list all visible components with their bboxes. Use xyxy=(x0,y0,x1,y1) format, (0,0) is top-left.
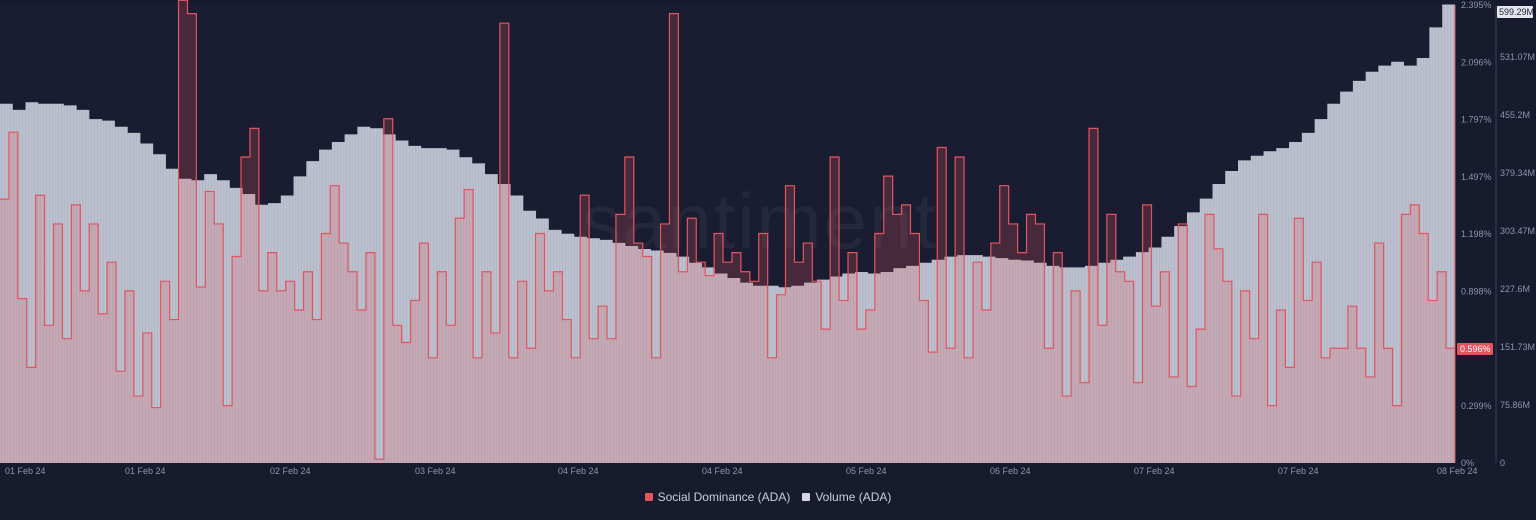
x-tick-label: 08 Feb 24 xyxy=(1437,466,1478,476)
x-tick-label: 07 Feb 24 xyxy=(1134,466,1175,476)
y-tick-label-volume: 531.07M xyxy=(1500,52,1535,62)
y-axis-volume: 0 75.86M 151.73M 227.6M 303.47M 379.34M 455.2M… xyxy=(1495,5,1535,468)
y-tick-label-volume: 151.73M xyxy=(1500,342,1535,352)
social-dominance-current-badge xyxy=(1457,343,1493,356)
legend-label-social-dominance: Social Dominance (ADA) xyxy=(657,490,791,504)
volume-current-label: 599.29M xyxy=(1499,7,1534,17)
social-dominance-current-label: 0.596% xyxy=(1460,344,1491,354)
social-dominance-series xyxy=(0,0,1455,463)
social-dominance-area xyxy=(0,0,1455,463)
y-tick-label-social-dominance: 1.198% xyxy=(1461,229,1492,239)
x-tick-label: 07 Feb 24 xyxy=(1278,466,1319,476)
x-tick-label: 05 Feb 24 xyxy=(846,466,887,476)
y-tick-label-volume: 75.86M xyxy=(1500,400,1530,410)
x-tick-label: 01 Feb 24 xyxy=(125,466,166,476)
volume-series xyxy=(0,4,1455,464)
y-tick-label-social-dominance: 1.797% xyxy=(1461,115,1492,125)
x-axis: 01 Feb 24 01 Feb 24 02 Feb 24 03 Feb 24 04 F… xyxy=(5,466,1478,476)
social-dominance-swatch xyxy=(644,493,653,501)
legend-label-volume: Volume (ADA) xyxy=(815,490,892,504)
x-tick-label: 06 Feb 24 xyxy=(990,466,1031,476)
y-tick-label-volume: 379.34M xyxy=(1500,168,1535,178)
y-tick-label-social-dominance: 2.395% xyxy=(1461,0,1492,10)
legend-item-social-dominance[interactable]: Social Dominance (ADA) xyxy=(644,490,791,504)
legend: Social Dominance (ADA) Volume (ADA) xyxy=(0,490,1536,504)
volume-swatch xyxy=(802,493,811,501)
legend-item-volume[interactable]: Volume (ADA) xyxy=(802,490,891,504)
y-tick-label-social-dominance: 0.299% xyxy=(1461,401,1492,411)
y-tick-label-social-dominance: 2.096% xyxy=(1461,57,1492,67)
x-tick-label: 03 Feb 24 xyxy=(415,466,456,476)
x-tick-label: 02 Feb 24 xyxy=(270,466,311,476)
y-tick-label-volume: 0 xyxy=(1500,458,1505,468)
x-tick-label: 04 Feb 24 xyxy=(702,466,743,476)
volume-area xyxy=(0,4,1455,464)
y-tick-label-social-dominance: 0.898% xyxy=(1461,286,1492,296)
y-tick-label-social-dominance: 1.497% xyxy=(1461,172,1492,182)
y-tick-label-volume: 455.2M xyxy=(1500,110,1530,120)
y-tick-label-social-dominance: 0% xyxy=(1461,458,1474,468)
volume-current-badge xyxy=(1497,6,1533,18)
x-tick-label: 01 Feb 24 xyxy=(5,466,46,476)
y-tick-label-volume: 303.47M xyxy=(1500,226,1535,236)
x-tick-label: 04 Feb 24 xyxy=(558,466,599,476)
y-tick-label-volume: 227.6M xyxy=(1500,284,1530,294)
social-dominance-line xyxy=(0,0,1455,460)
y-axis-social-dominance: 0%0.299%0.598%0.898%1.198%1.497%1.797%2.… xyxy=(1454,0,1493,468)
